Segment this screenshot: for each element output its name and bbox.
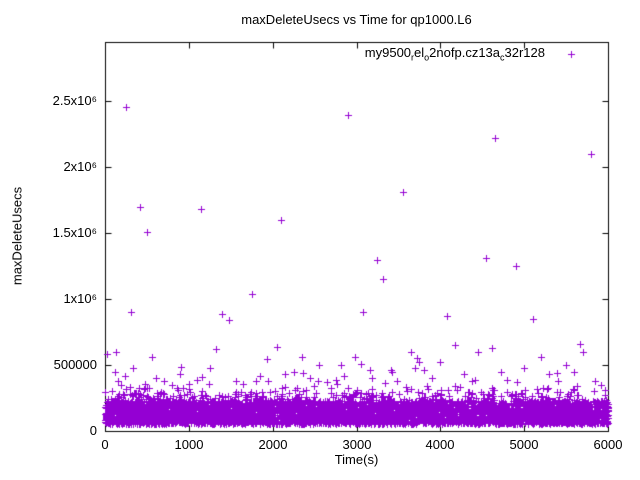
x-axis-label: Time(s): [334, 452, 379, 467]
x-tick-label: 2000: [258, 437, 288, 452]
x-tick-label: 5000: [509, 437, 539, 452]
y-tick-label: 2x10⁶: [63, 159, 97, 174]
y-tick-label: 2.5x10⁶: [52, 93, 97, 108]
x-tick-label: 3000: [342, 437, 372, 452]
y-tick-label: 500000: [53, 357, 97, 372]
chart-title: maxDeleteUsecs vs Time for qp1000.L6: [241, 12, 472, 27]
y-tick-label: 0: [89, 423, 97, 438]
x-tick-label: 6000: [593, 437, 623, 452]
x-tick-label: 4000: [425, 437, 455, 452]
x-tick-label: 1000: [174, 437, 204, 452]
y-tick-label: 1x10⁶: [63, 291, 97, 306]
y-tick-label: 1.5x10⁶: [52, 225, 97, 240]
legend-label: my9500relo2nofp.cz13ac32r128: [364, 45, 545, 63]
x-tick-label: 0: [101, 437, 109, 452]
